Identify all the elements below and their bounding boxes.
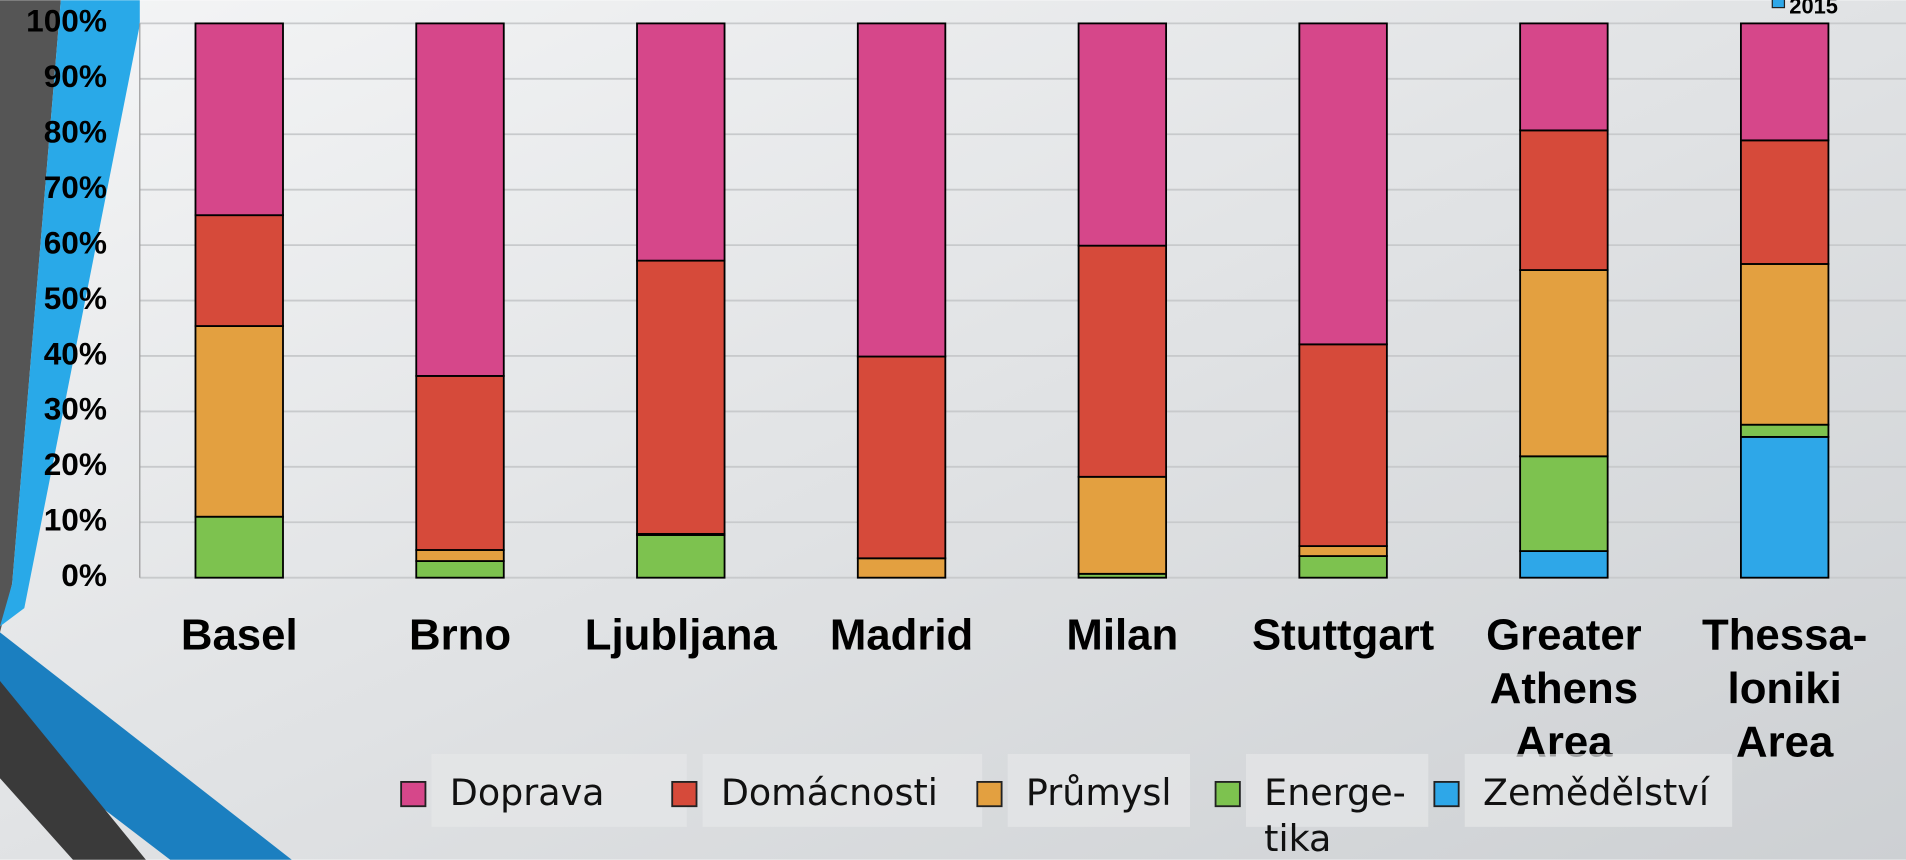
bar-segment xyxy=(1519,129,1609,271)
y-tick-label: 20% xyxy=(44,446,107,482)
legend-label: Průmysl xyxy=(1026,771,1172,814)
bar-segment xyxy=(636,22,726,262)
y-tick-label: 90% xyxy=(44,58,107,94)
legend-label: Doprava xyxy=(450,771,605,814)
bar-segment xyxy=(1077,244,1168,478)
bar-segment xyxy=(856,557,947,579)
bar-segment xyxy=(194,214,284,327)
legend-bg xyxy=(1245,753,1429,827)
x-tick-label: Basel xyxy=(181,610,298,659)
legend-swatch xyxy=(976,780,1003,808)
legend-bg xyxy=(1464,753,1733,827)
bar-segment xyxy=(1519,22,1609,132)
legend-label: Zemědělství xyxy=(1483,771,1711,814)
bar-segment xyxy=(1739,22,1830,142)
plot: 0% 10% 20% 30% 40% 50% 60% 70% 80% 90% 100% Basel Br… xyxy=(26,0,1906,860)
x-tick-label: Madrid xyxy=(830,610,973,659)
y-tick-label: 80% xyxy=(44,114,107,150)
legend-swatch xyxy=(1433,780,1460,808)
bar-segment xyxy=(415,549,505,562)
x-tick-label: Ljubljana xyxy=(585,610,778,659)
y-tick-label: 0% xyxy=(61,557,107,593)
y-tick-label: 100% xyxy=(26,3,107,39)
bar-segment xyxy=(856,22,947,358)
y-tick-label: 70% xyxy=(44,169,107,205)
legend-bg xyxy=(431,753,687,827)
corner-legend-label: 2015 xyxy=(1789,0,1838,18)
bar-segment xyxy=(1739,139,1830,265)
bar-segment xyxy=(636,534,726,579)
bar-segment xyxy=(856,355,947,560)
y-tick-label: 10% xyxy=(44,502,107,538)
x-tick-label: Thessa-loniki Area xyxy=(1702,610,1867,766)
y-tick-label: 50% xyxy=(44,280,107,316)
legend-bg xyxy=(1007,753,1191,827)
legend-swatch xyxy=(400,780,427,808)
bar-segment xyxy=(1739,435,1830,579)
bar-segment xyxy=(1739,263,1830,426)
bar-segment xyxy=(1298,555,1388,579)
bar-segment xyxy=(1077,475,1168,575)
bar-segment xyxy=(415,375,505,551)
bar-segment xyxy=(1077,22,1168,247)
bar-segment xyxy=(636,259,726,535)
legend-label: Domácnosti xyxy=(721,771,938,814)
bar-segment xyxy=(194,22,284,217)
x-tick-label: Stuttgart xyxy=(1252,610,1435,659)
bar-segment xyxy=(194,515,284,579)
bar-segment xyxy=(1298,22,1388,346)
bar-segment xyxy=(415,560,505,579)
y-tick-label: 60% xyxy=(44,224,107,260)
x-tick-label: Milan xyxy=(1066,610,1178,659)
legend-swatch xyxy=(671,780,698,808)
bar-segment xyxy=(194,325,284,518)
bar-segment xyxy=(1298,343,1388,548)
decor-stripe xyxy=(0,0,140,627)
bar-segment xyxy=(1298,545,1388,557)
legend-bg xyxy=(702,753,983,827)
y-tick-label: 30% xyxy=(44,391,107,427)
bar-segment xyxy=(415,22,505,377)
legend-swatch xyxy=(1214,780,1241,808)
bar-segment xyxy=(1739,423,1830,438)
y-tick-label: 40% xyxy=(44,335,107,371)
decor-stripe xyxy=(0,681,146,860)
decor-stripe xyxy=(0,0,61,633)
x-tick-label: Brno xyxy=(409,610,511,659)
bar-segment xyxy=(1519,550,1609,579)
legend-label: Energe-tika xyxy=(1264,771,1406,860)
corner-legend-swatch xyxy=(1771,0,1786,9)
bar-segment xyxy=(1519,455,1609,552)
bar-segment xyxy=(1519,269,1609,458)
